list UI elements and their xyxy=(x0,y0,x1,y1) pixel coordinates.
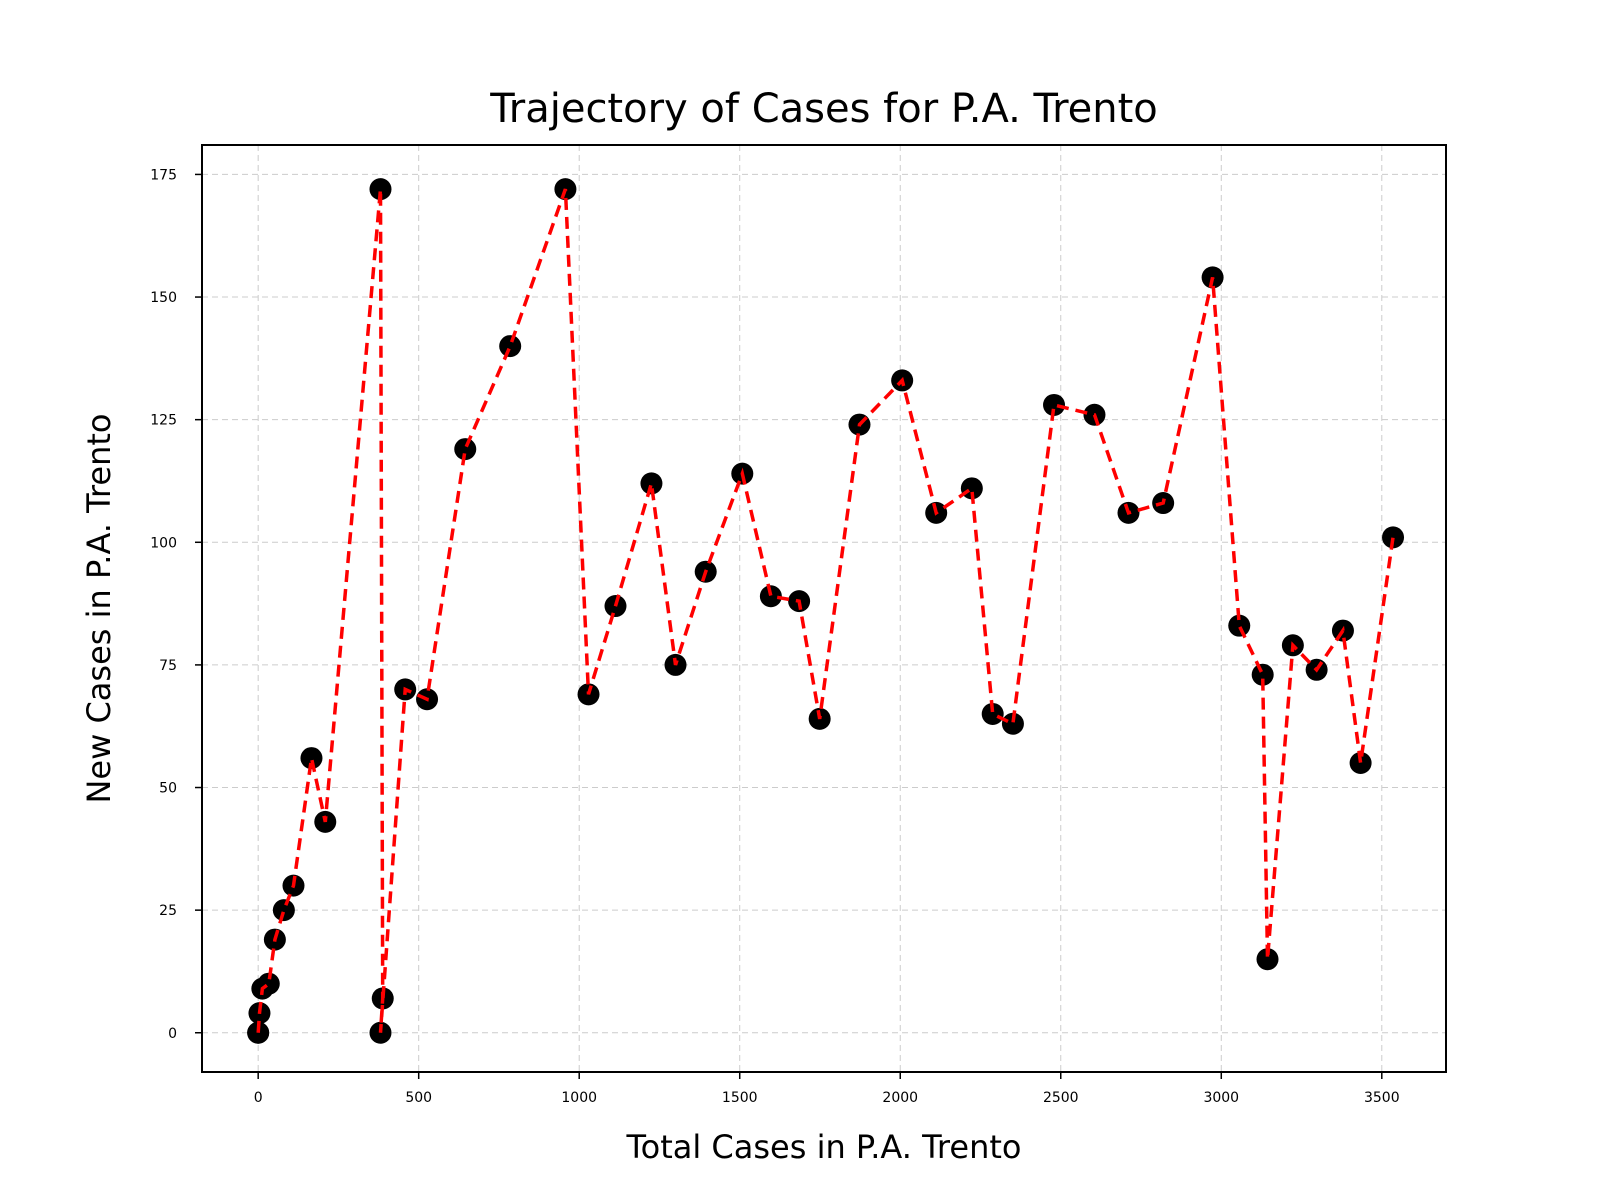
y-tick-label: 25 xyxy=(159,903,177,919)
x-tick-label: 1500 xyxy=(722,1090,758,1106)
data-point xyxy=(369,178,392,201)
data-point xyxy=(1251,663,1274,686)
data-point xyxy=(1256,948,1279,971)
data-point xyxy=(499,335,522,358)
y-tick-label: 100 xyxy=(150,535,177,551)
x-tick-label: 2000 xyxy=(882,1090,918,1106)
x-tick-label: 3500 xyxy=(1364,1090,1400,1106)
data-point xyxy=(454,438,477,461)
y-tick-label: 0 xyxy=(168,1026,177,1042)
data-point xyxy=(1001,712,1024,735)
axis-ticks: 0 500 1000 1500 2000 2500 3000 3500 0 25 50 75 100 12… xyxy=(150,167,1399,1106)
plot-frame xyxy=(201,144,1447,1073)
y-tick-label: 75 xyxy=(159,658,177,674)
x-tick-label: 500 xyxy=(405,1090,432,1106)
y-tick-label: 175 xyxy=(150,167,177,183)
data-point xyxy=(272,899,295,922)
x-tick-label: 2500 xyxy=(1043,1090,1079,1106)
grid xyxy=(202,145,1446,1072)
x-axis-label: Total Cases in P.A. Trento xyxy=(626,1128,1022,1166)
x-tick-label: 3000 xyxy=(1203,1090,1239,1106)
data-point xyxy=(1349,752,1372,774)
data-point xyxy=(759,585,782,608)
data-point xyxy=(981,702,1004,725)
data-point xyxy=(1043,393,1066,416)
series-line xyxy=(256,188,1395,1033)
y-axis-label: New Cases in P.A. Trento xyxy=(80,413,118,803)
data-points xyxy=(247,178,1405,1044)
y-tick-label: 125 xyxy=(150,413,177,429)
data-point xyxy=(640,472,663,495)
chart-title: Trajectory of Cases for P.A. Trento xyxy=(489,86,1158,132)
y-tick-label: 50 xyxy=(159,781,177,797)
data-point xyxy=(1382,526,1405,549)
x-tick-label: 1000 xyxy=(561,1090,597,1106)
data-point xyxy=(300,747,323,770)
data-point xyxy=(1228,614,1251,637)
x-tick-label: 0 xyxy=(254,1090,263,1106)
y-tick-label: 150 xyxy=(150,290,177,306)
